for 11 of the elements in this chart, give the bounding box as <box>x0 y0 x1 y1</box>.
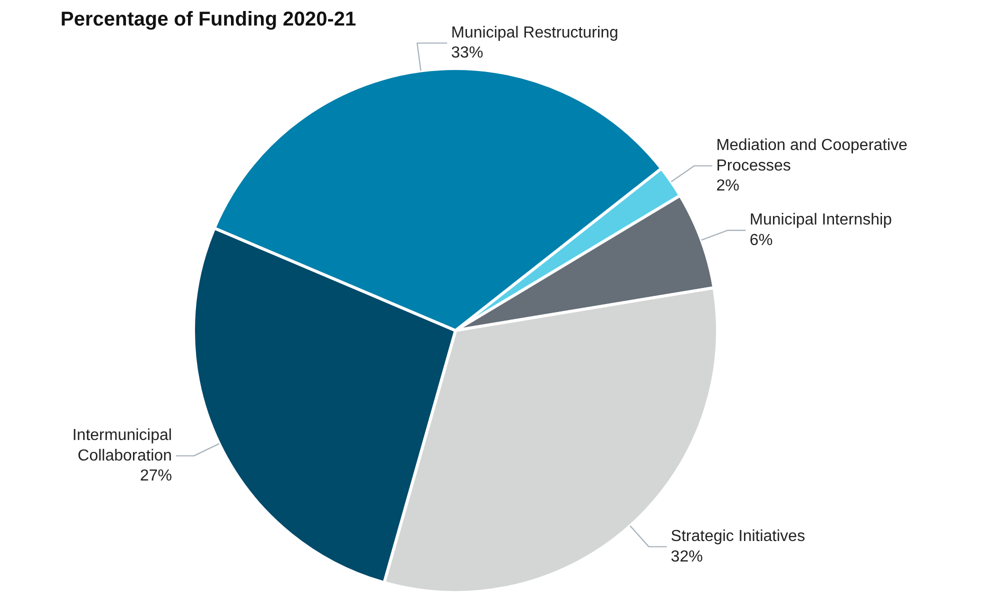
slice-label: Strategic Initiatives <box>670 528 806 545</box>
slice-label: Municipal Internship <box>750 212 892 229</box>
data-label: 6% <box>750 232 773 250</box>
data-label: 33% <box>451 44 484 62</box>
data-label: 27% <box>140 468 172 485</box>
chart-title: Percentage of Funding 2020-21 <box>60 8 356 30</box>
data-label: 32% <box>670 548 703 566</box>
slice-label: Intermunicipal Collaboration <box>72 426 172 464</box>
data-label: 2% <box>716 178 740 195</box>
slice-label: Mediation and Cooperative Processes <box>716 136 908 174</box>
slice-label: Municipal Restructuring <box>451 24 618 42</box>
